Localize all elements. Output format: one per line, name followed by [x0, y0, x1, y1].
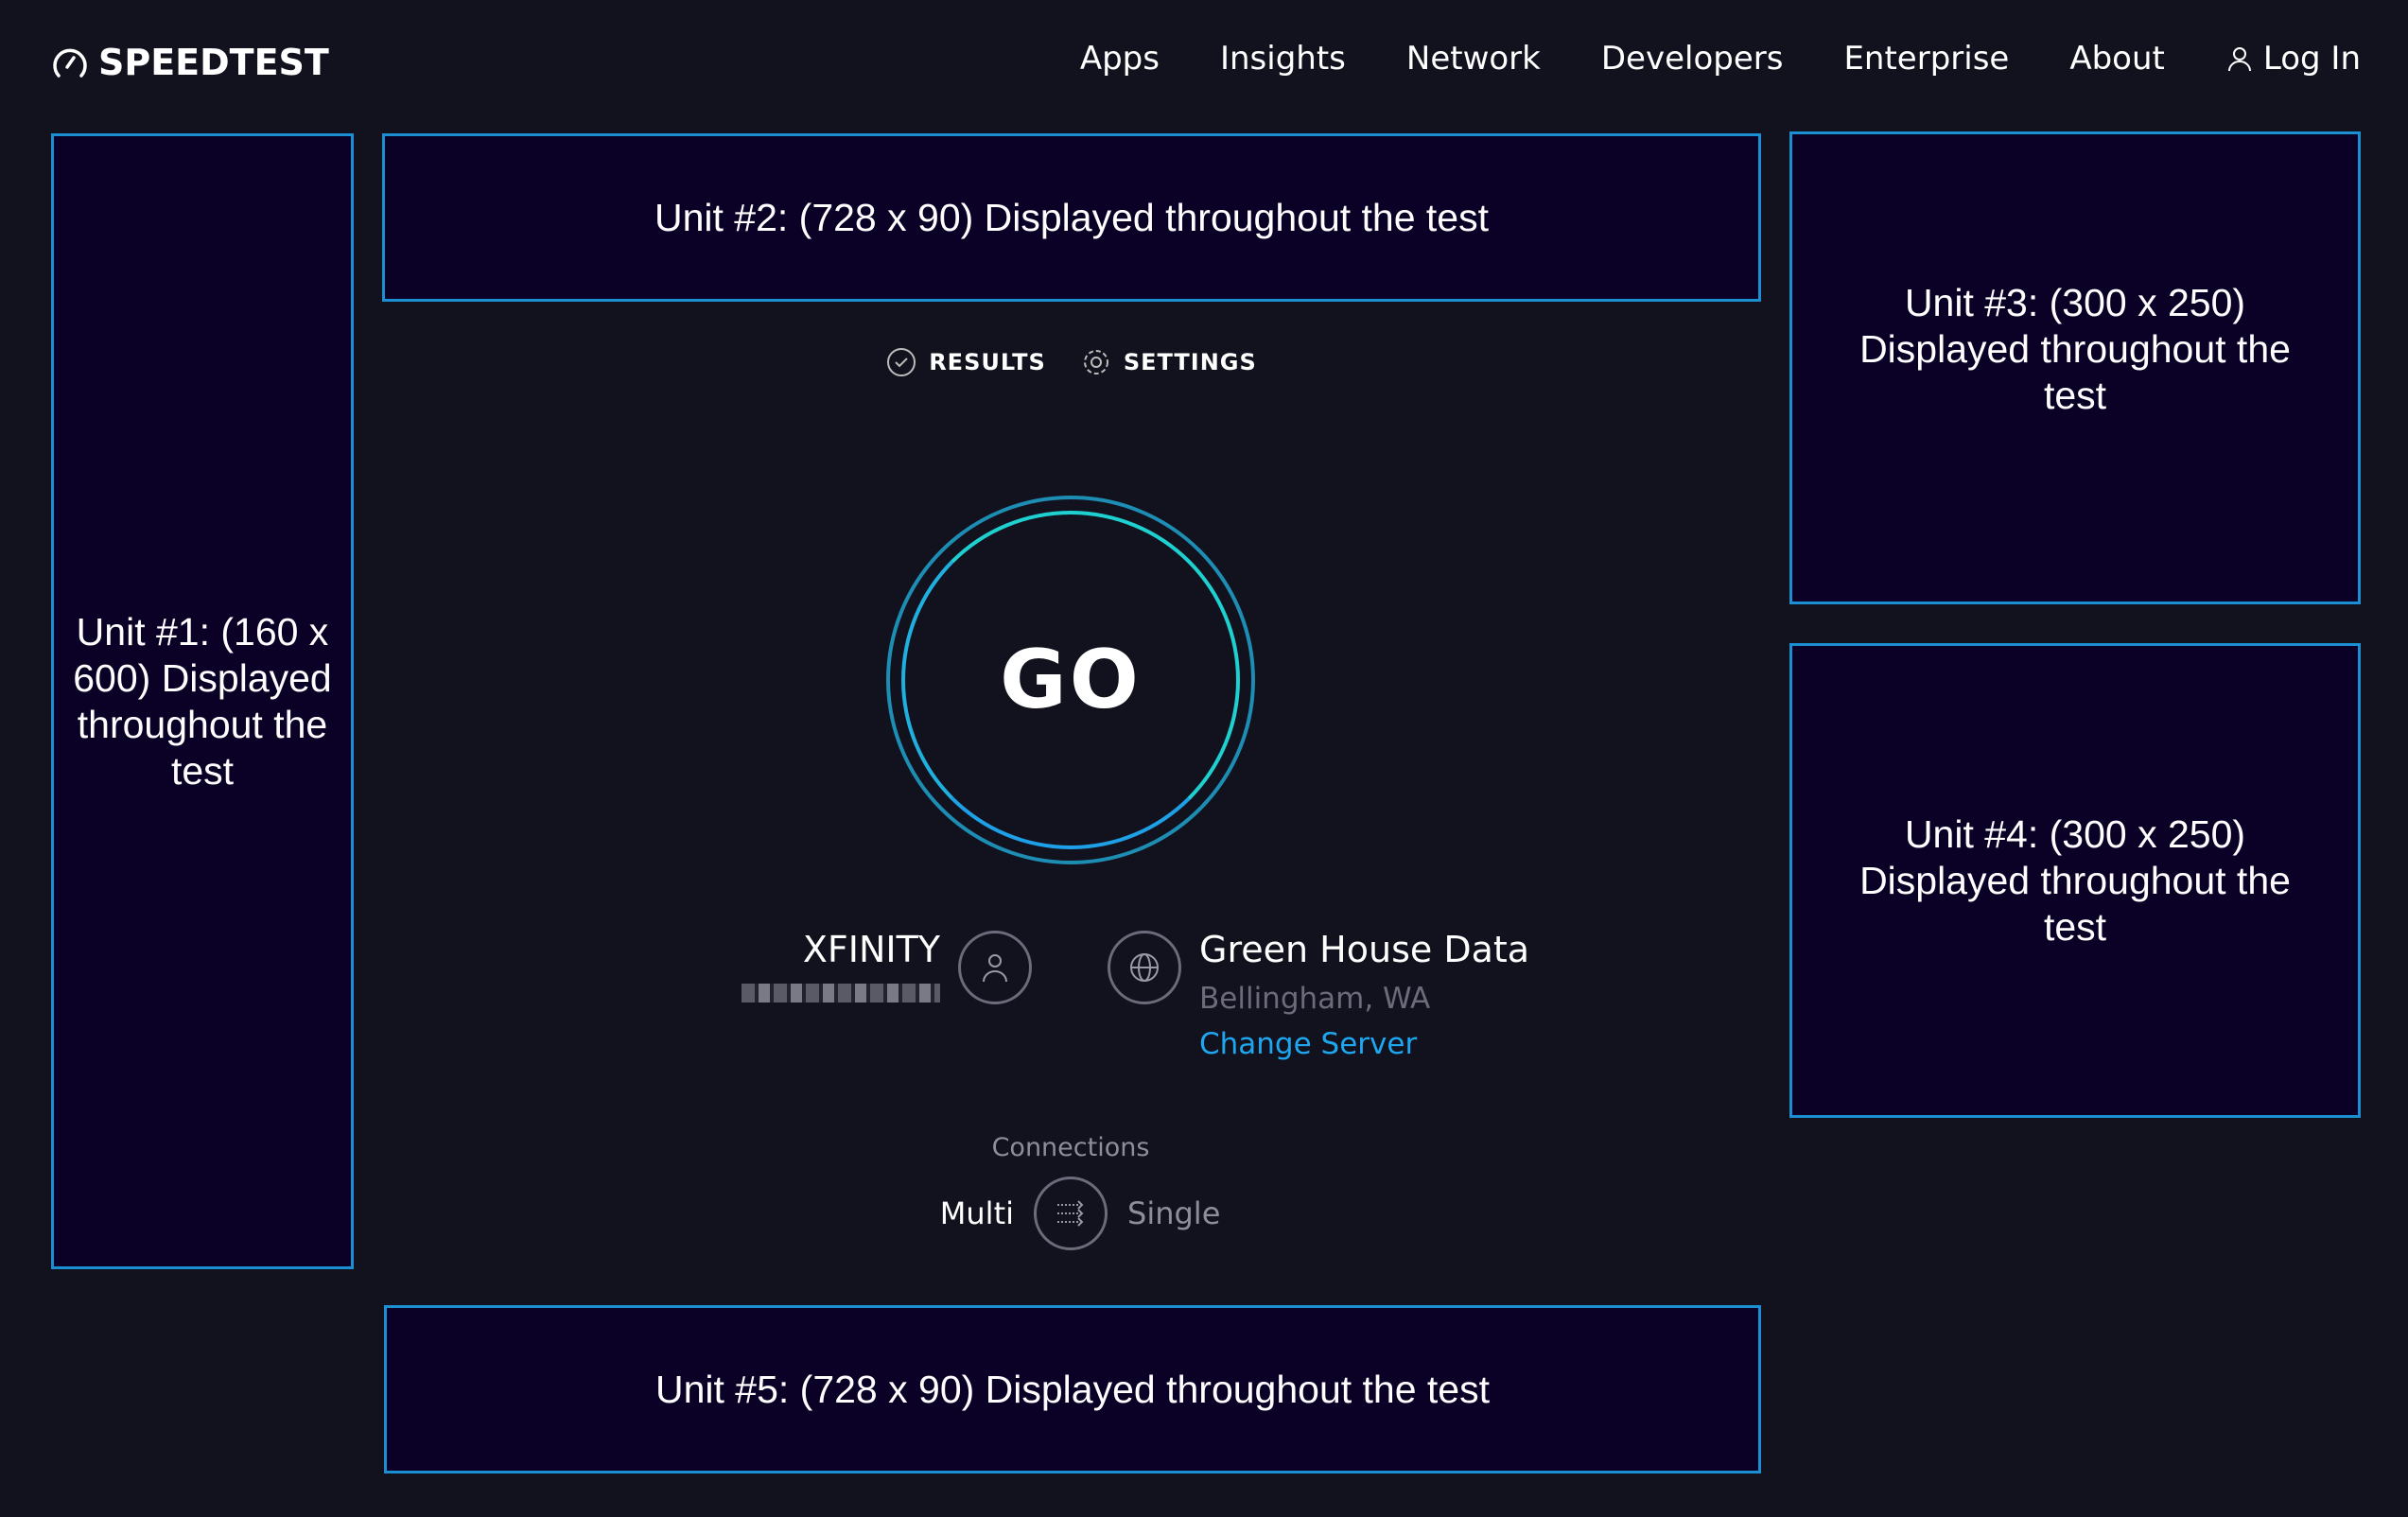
isp-user-icon[interactable] — [958, 931, 1032, 1004]
nav-about[interactable]: About — [2069, 40, 2165, 78]
go-outer-ring — [886, 496, 1255, 864]
person-icon — [983, 954, 1007, 983]
connections-multi[interactable]: Multi — [939, 1195, 1014, 1231]
change-server-link[interactable]: Change Server — [1199, 1027, 1418, 1061]
connections-single[interactable]: Single — [1127, 1195, 1221, 1231]
ad-unit-4-text: Unit #4: (300 x 250) Displayed throughou… — [1859, 811, 2291, 949]
login-label: Log In — [2262, 40, 2361, 78]
tab-results-label: RESULTS — [929, 349, 1046, 375]
main-nav: Apps Insights Network Developers Enterpr… — [1080, 40, 2361, 78]
tab-settings-label: SETTINGS — [1123, 349, 1257, 375]
tab-settings[interactable]: SETTINGS — [1080, 346, 1257, 378]
ad-unit-2[interactable]: Unit #2: (728 x 90) Displayed throughout… — [382, 133, 1761, 302]
ip-address-redacted — [742, 984, 940, 1003]
go-button[interactable]: GO — [901, 511, 1240, 849]
check-circle-icon — [887, 348, 916, 376]
isp-name: XFINITY — [802, 929, 940, 970]
multi-arrows-icon — [1057, 1200, 1084, 1227]
nav-enterprise[interactable]: Enterprise — [1843, 40, 2010, 78]
server-name: Green House Data — [1199, 929, 1530, 970]
gauge-icon — [53, 48, 87, 78]
ad-unit-1[interactable]: Unit #1: (160 x 600) Displayed throughou… — [51, 133, 354, 1269]
nav-developers[interactable]: Developers — [1600, 40, 1784, 78]
ad-unit-3-text: Unit #3: (300 x 250) Displayed throughou… — [1859, 280, 2291, 417]
login-link[interactable]: Log In — [2225, 40, 2361, 78]
connections-toggle[interactable] — [1034, 1177, 1108, 1250]
user-icon — [2227, 47, 2251, 72]
server-info: Green House Data Bellingham, WA Change S… — [1199, 929, 1529, 1061]
globe-icon — [1130, 953, 1159, 982]
connections-label: Connections — [991, 1133, 1150, 1162]
speedtest-logo[interactable]: SPEEDTEST — [51, 42, 329, 83]
isp-info: XFINITY — [742, 929, 940, 1003]
ad-unit-2-text: Unit #2: (728 x 90) Displayed throughout… — [654, 195, 1490, 239]
view-tabs: RESULTS SETTINGS — [0, 346, 2142, 378]
ad-unit-5[interactable]: Unit #5: (728 x 90) Displayed throughout… — [384, 1305, 1761, 1473]
logo-text: SPEEDTEST — [98, 42, 329, 83]
ad-unit-5-text: Unit #5: (728 x 90) Displayed throughout… — [654, 1367, 1491, 1411]
gear-icon — [1083, 350, 1108, 375]
nav-insights[interactable]: Insights — [1219, 40, 1346, 78]
server-globe-button[interactable] — [1108, 931, 1181, 1004]
tab-results[interactable]: RESULTS — [885, 346, 1046, 378]
ad-unit-1-text: Unit #1: (160 x 600) Displayed throughou… — [73, 609, 332, 793]
go-label: GO — [1000, 633, 1142, 727]
ad-unit-4[interactable]: Unit #4: (300 x 250) Displayed throughou… — [1789, 643, 2361, 1118]
nav-network[interactable]: Network — [1405, 40, 1541, 78]
nav-apps[interactable]: Apps — [1079, 40, 1160, 78]
server-location: Bellingham, WA — [1199, 982, 1431, 1016]
ad-unit-3[interactable]: Unit #3: (300 x 250) Displayed throughou… — [1789, 131, 2361, 604]
